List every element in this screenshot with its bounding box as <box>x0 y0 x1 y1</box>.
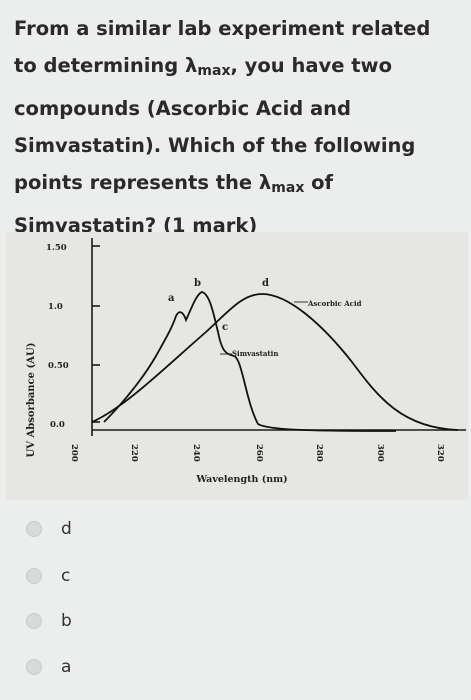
x-tick-label: 280 <box>314 444 324 462</box>
x-axis-label: Wavelength (nm) <box>195 474 287 485</box>
x-tick-label: 220 <box>129 444 139 462</box>
y-tick-label: 0.0 <box>50 420 65 430</box>
x-tick-label: 200 <box>69 444 79 462</box>
series-line-ascorbic-acid <box>91 293 459 431</box>
option-b[interactable]: b <box>26 609 72 633</box>
x-tick-label: 260 <box>254 444 264 462</box>
point-label-d: d <box>262 278 269 289</box>
x-tick-label: 240 <box>191 444 201 462</box>
question-line-3: compounds (Ascorbic Acid and <box>14 97 352 120</box>
option-d[interactable]: d <box>26 517 72 541</box>
option-label: d <box>61 519 72 539</box>
option-c[interactable]: c <box>26 564 70 588</box>
uv-absorbance-chart: UV Absorbance (AU) 1.50 1.0 0.50 0.0 200… <box>6 232 468 500</box>
option-label: a <box>61 657 72 677</box>
question-line-2: to determining λ <box>14 54 198 77</box>
y-tick-label: 1.50 <box>46 243 67 253</box>
chart-svg: UV Absorbance (AU) 1.50 1.0 0.50 0.0 200… <box>26 238 466 485</box>
series-label-ascorbic-acid: Ascorbic Acid <box>307 299 362 308</box>
point-label-b: b <box>194 278 201 289</box>
radio-button[interactable] <box>26 613 42 629</box>
option-a[interactable]: a <box>26 655 71 679</box>
series-label-simvastatin: Simvastatin <box>232 349 278 358</box>
point-label-a: a <box>168 293 175 304</box>
y-tick-label: 0.50 <box>48 361 69 371</box>
x-tick-label: 300 <box>375 444 385 462</box>
option-label: b <box>61 611 72 631</box>
radio-button[interactable] <box>26 568 42 584</box>
question-line-4: Simvastatin). Which of the following <box>14 134 416 157</box>
y-tick-label: 1.0 <box>48 302 63 312</box>
point-label-c: c <box>222 322 228 333</box>
x-tick-label: 320 <box>435 444 445 462</box>
option-label: c <box>61 566 71 586</box>
radio-button[interactable] <box>26 659 42 675</box>
question-line-6: Simvastatin? (1 mark) <box>14 214 258 237</box>
question-line-5-tail: of <box>304 171 334 194</box>
question-text: From a similar lab experiment related to… <box>14 10 462 244</box>
lambda-subscript: max <box>197 63 231 79</box>
question-line-5: points represents the λ <box>14 171 272 194</box>
question-line-1: From a similar lab experiment related <box>14 17 431 40</box>
series-line-simvastatin <box>103 291 397 432</box>
question-line-2-tail: , you have two <box>230 54 392 77</box>
radio-button[interactable] <box>26 521 42 537</box>
y-axis-label: UV Absorbance (AU) <box>26 343 37 458</box>
lambda-subscript: max <box>271 180 305 196</box>
